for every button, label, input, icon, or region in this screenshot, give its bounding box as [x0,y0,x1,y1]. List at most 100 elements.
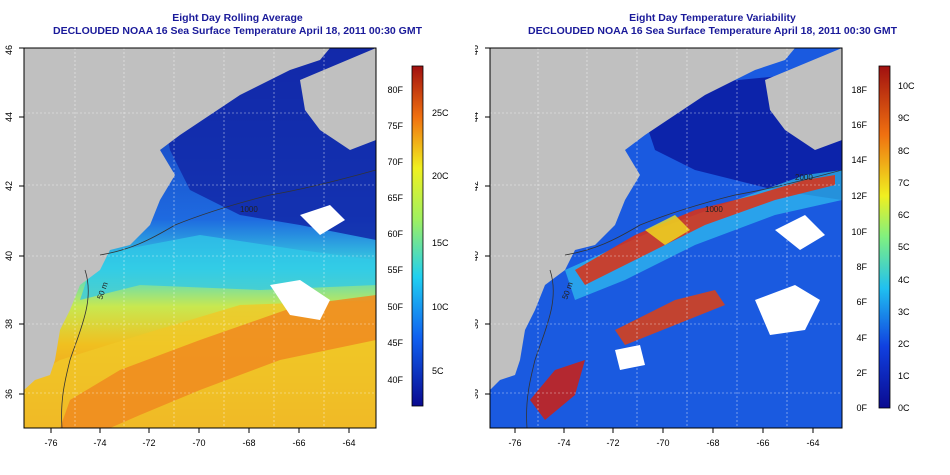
colorbar-c-label: 9C [898,113,910,123]
right-map-svg: 50 m 1000 2000 46 44 42 40 38 36 -76 -74… [475,45,915,448]
colorbar-f-label: 40F [387,375,403,385]
right-cloud-2 [775,215,825,250]
right-eddy-streak [615,290,725,345]
left-map-panel: Eight Day Rolling Average DECLOUDED NOAA… [4,12,449,448]
lat-label: 42 [475,181,480,191]
right-colorbar-c-labels: 0C 1C 2C 3C 4C 5C 6C 7C 8C 9C 10C [898,81,915,413]
colorbar-f-label: 16F [851,120,867,130]
left-contour-50m [61,269,89,428]
left-grid [24,48,376,428]
right-cloud-3 [615,345,645,370]
colorbar-f-label: 55F [387,265,403,275]
left-colorbar-c-labels: 5C 10C 15C 20C 25C [432,108,449,376]
left-cloud-1 [270,280,330,320]
colorbar-c-label: 4C [898,275,910,285]
colorbar-c-label: 3C [898,307,910,317]
colorbar-c-label: 20C [432,171,449,181]
left-map-frame [23,47,377,429]
lat-label: 46 [475,45,480,55]
lat-label: 40 [475,251,480,261]
right-yellow-patch [645,215,690,245]
right-map-panel: Eight Day Temperature Variability DECLOU… [475,0,950,475]
colorbar-f-label: 18F [851,85,867,95]
colorbar-c-label: 1C [898,371,910,381]
colorbar-f-label: 60F [387,229,403,239]
left-lon-axis: -76 -74 -72 -70 -68 -66 -64 [44,438,355,448]
colorbar-c-label: 10C [898,81,915,91]
lon-label: -74 [93,438,106,448]
lat-label: 36 [4,389,14,399]
right-contour-1000 [564,169,842,256]
right-grid [490,48,842,428]
left-map-svg: 50 m 1000 46 44 42 40 38 36 -76 -74 -72 … [4,45,449,448]
colorbar-c-label: 15C [432,238,449,248]
colorbar-c-label: 8C [898,146,910,156]
left-colorbar [411,65,424,407]
left-panel-subtitle: DECLOUDED NOAA 16 Sea Surface Temperatur… [53,25,422,37]
lon-label: -76 [44,438,57,448]
colorbar-c-label: 5C [898,242,910,252]
left-map-area [24,48,376,428]
lon-label: -68 [706,438,719,448]
lat-label: 38 [475,319,480,329]
colorbar-c-label: 25C [432,108,449,118]
colorbar-f-label: 75F [387,121,403,131]
right-land [490,48,795,390]
colorbar-f-label: 80F [387,85,403,95]
left-land [24,48,330,390]
right-land-nova-scotia [765,48,842,150]
colorbar-f-label: 14F [851,155,867,165]
right-contour-label-2000: 2000 [795,173,813,182]
right-colorbar [878,65,891,409]
lon-label: -68 [242,438,255,448]
lon-label: -74 [557,438,570,448]
right-contour-50m [526,269,554,428]
lat-label: 44 [475,112,480,122]
colorbar-f-label: 10F [851,227,867,237]
left-contour-label-1000: 1000 [240,205,258,214]
right-lat-axis: 46 44 42 40 38 36 [475,45,480,399]
left-panel-title: Eight Day Rolling Average [172,12,303,24]
lat-label: 44 [4,112,14,122]
right-map-area [490,48,842,428]
right-front-streak [575,175,835,285]
lat-label: 40 [4,251,14,261]
lat-label: 46 [4,45,14,55]
colorbar-f-label: 50F [387,302,403,312]
right-lon-tick-marks [514,428,814,433]
lon-label: -72 [142,438,155,448]
lon-label: -70 [656,438,669,448]
lon-label: -66 [756,438,769,448]
colorbar-f-label: 0F [856,403,867,413]
colorbar-f-label: 4F [856,333,867,343]
colorbar-f-label: 65F [387,193,403,203]
colorbar-c-label: 10C [432,302,449,312]
right-cloud-1 [755,285,820,335]
lon-label: -66 [292,438,305,448]
right-panel-subtitle: DECLOUDED NOAA 16 Sea Surface Temperatur… [528,25,897,37]
left-lat-axis: 46 44 42 40 38 36 [4,45,14,399]
left-lat-tick-marks [19,47,24,395]
right-lat-tick-marks [485,47,490,395]
right-lon-axis: -76 -74 -72 -70 -68 -66 -64 [508,438,819,448]
lon-label: -76 [508,438,521,448]
lon-label: -64 [342,438,355,448]
colorbar-c-label: 2C [898,339,910,349]
colorbar-f-label: 12F [851,191,867,201]
right-map-frame [489,47,843,429]
left-lon-tick-marks [50,428,350,433]
lon-label: -70 [192,438,205,448]
lon-label: -64 [806,438,819,448]
lon-label: -72 [606,438,619,448]
left-cloud-2 [300,205,345,235]
left-colorbar-f-labels: 40F 45F 50F 55F 60F 65F 70F 75F 80F [387,85,403,385]
lat-label: 42 [4,181,14,191]
right-coastal-streak [530,360,585,420]
colorbar-c-label: 0C [898,403,910,413]
colorbar-f-label: 8F [856,262,867,272]
colorbar-c-label: 5C [432,366,444,376]
lat-label: 38 [4,319,14,329]
colorbar-f-label: 70F [387,157,403,167]
colorbar-f-label: 45F [387,338,403,348]
right-contour-label-1000: 1000 [705,205,723,214]
